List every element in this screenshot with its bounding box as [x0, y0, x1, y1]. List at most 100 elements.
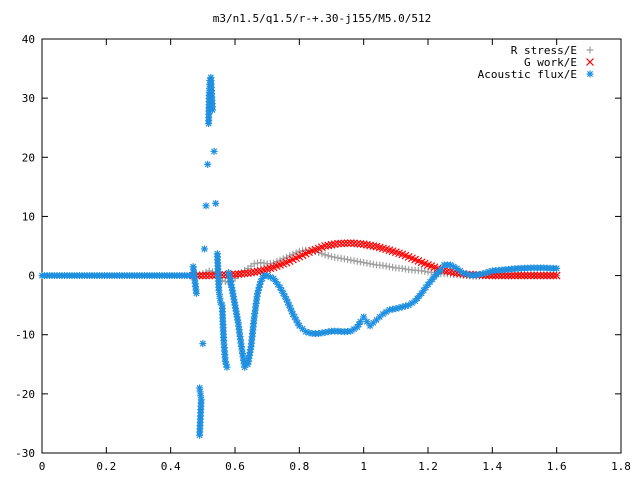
data-point — [292, 249, 300, 257]
data-point — [253, 267, 262, 276]
data-point — [212, 199, 220, 207]
chart-title: m3/n1.5/q1.5/r-+.30-j155/M5.0/512 — [213, 12, 432, 25]
y-tick-label: -10 — [15, 329, 35, 342]
data-point — [363, 318, 371, 326]
data-point — [533, 271, 542, 280]
data-point — [494, 271, 503, 280]
data-point — [523, 271, 532, 280]
data-point — [530, 271, 539, 280]
data-point — [279, 255, 287, 263]
x-tick-label: 0.4 — [161, 460, 181, 473]
data-point — [205, 271, 214, 280]
y-axis: -30 -20 -10 0 10 20 30 40 — [15, 33, 621, 460]
x-tick-label: 1 — [360, 460, 367, 473]
data-point — [196, 431, 204, 439]
data-point — [356, 240, 365, 248]
x-tick-label: 0 — [39, 460, 46, 473]
data-point — [362, 240, 371, 249]
data-point — [334, 239, 342, 248]
legend-label: G work/E — [524, 56, 577, 69]
data-point — [234, 270, 243, 279]
legend-label: Acoustic flux/E — [478, 68, 577, 81]
x-tick-label: 0.6 — [225, 460, 245, 473]
data-point — [343, 239, 352, 248]
data-point — [188, 272, 196, 280]
data-point — [250, 268, 259, 276]
legend-label: R stress/E — [511, 44, 577, 57]
x-tick-label: 0.2 — [96, 460, 116, 473]
legend-marker — [586, 58, 594, 66]
data-point — [321, 242, 329, 250]
y-tick-label: 0 — [28, 270, 35, 283]
data-point — [192, 289, 200, 297]
plot-frame — [41, 38, 622, 454]
data-point — [321, 251, 329, 259]
data-point — [543, 271, 551, 280]
series-0 — [189, 246, 561, 287]
series-layer — [38, 73, 561, 439]
y-tick-label: 20 — [22, 151, 35, 164]
data-point — [243, 269, 252, 278]
x-tick-label: 0.8 — [289, 460, 309, 473]
legend-marker — [586, 70, 594, 78]
x-tick-label: 1.6 — [547, 460, 567, 473]
data-point — [208, 106, 216, 114]
legend-marker — [586, 46, 594, 54]
data-point — [539, 271, 548, 280]
data-point — [437, 266, 445, 274]
data-point — [346, 239, 355, 247]
data-point — [510, 271, 519, 280]
data-point — [324, 241, 333, 250]
data-point — [449, 268, 458, 277]
series-1 — [189, 239, 561, 280]
data-point — [350, 239, 358, 248]
data-point — [546, 271, 555, 280]
data-point — [520, 271, 529, 280]
data-point — [369, 242, 378, 250]
data-point — [549, 271, 558, 280]
data-point — [366, 241, 375, 250]
x-axis: 0 0.2 0.4 0.6 0.8 1 1.2 1.4 1.6 1.8 — [39, 39, 631, 473]
data-point — [359, 240, 368, 249]
data-point — [200, 245, 208, 253]
y-tick-label: 30 — [22, 92, 35, 105]
data-point — [204, 160, 212, 168]
series-2 — [38, 73, 561, 439]
y-tick-label: -20 — [15, 388, 35, 401]
data-point — [237, 269, 246, 278]
data-point — [199, 340, 207, 348]
data-point — [202, 271, 210, 280]
x-tick-label: 1.2 — [418, 460, 438, 473]
data-point — [208, 271, 217, 280]
data-point — [498, 271, 506, 280]
data-point — [247, 268, 256, 277]
data-point — [198, 271, 207, 280]
data-point — [231, 270, 239, 279]
data-point — [327, 240, 336, 249]
data-point — [202, 202, 210, 210]
x-tick-label: 1.8 — [611, 460, 631, 473]
data-point — [337, 239, 346, 248]
data-point — [360, 313, 368, 321]
data-point — [527, 271, 535, 280]
data-point — [553, 264, 561, 272]
data-point — [504, 271, 513, 280]
data-point — [353, 239, 362, 248]
data-point — [356, 318, 364, 326]
data-point — [240, 269, 249, 278]
y-tick-label: 40 — [22, 33, 35, 46]
data-point — [330, 240, 339, 249]
data-point — [324, 252, 332, 260]
x-tick-label: 1.4 — [482, 460, 502, 473]
data-point — [289, 250, 297, 258]
data-point — [536, 271, 545, 280]
data-point — [210, 147, 218, 155]
data-point — [514, 271, 522, 280]
y-tick-label: 10 — [22, 210, 35, 223]
y-tick-label: -30 — [15, 447, 35, 460]
data-point — [288, 307, 296, 315]
data-point — [223, 363, 231, 371]
data-point — [507, 271, 516, 280]
